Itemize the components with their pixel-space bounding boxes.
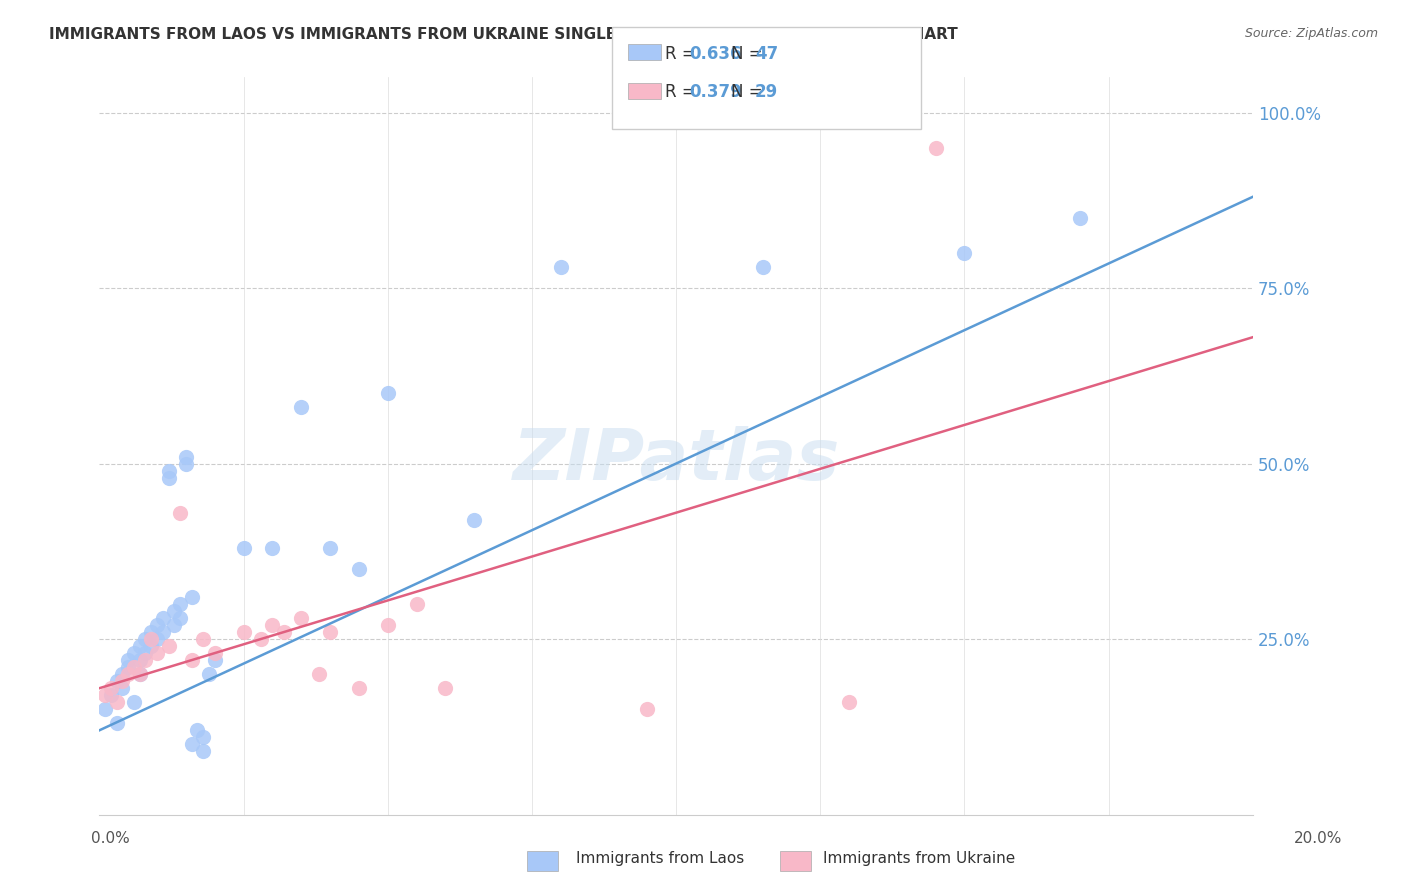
Point <box>146 618 169 632</box>
Point <box>117 653 139 667</box>
Point <box>550 260 572 274</box>
Point <box>953 246 976 260</box>
Text: N =: N = <box>731 45 768 62</box>
Point <box>186 723 208 738</box>
Text: 0.0%: 0.0% <box>91 831 131 846</box>
Point <box>169 597 191 611</box>
Point <box>152 625 174 640</box>
Text: Immigrants from Ukraine: Immigrants from Ukraine <box>823 851 1015 865</box>
Point <box>141 639 163 653</box>
Point <box>290 611 312 625</box>
Point <box>193 632 215 646</box>
Point <box>128 653 150 667</box>
Point <box>111 674 134 689</box>
Point <box>122 695 145 709</box>
Point <box>180 590 202 604</box>
Point <box>174 450 197 464</box>
Text: Immigrants from Laos: Immigrants from Laos <box>576 851 745 865</box>
Point <box>319 625 342 640</box>
Point <box>169 611 191 625</box>
Point <box>105 674 128 689</box>
Point <box>163 618 186 632</box>
Point <box>146 646 169 660</box>
Point <box>134 653 156 667</box>
Text: 47: 47 <box>755 45 779 62</box>
Point <box>308 667 330 681</box>
Point <box>838 695 860 709</box>
Point <box>193 731 215 745</box>
Point <box>347 562 370 576</box>
Point <box>141 625 163 640</box>
Point <box>105 716 128 731</box>
Point <box>128 667 150 681</box>
Point <box>193 744 215 758</box>
Point <box>198 667 221 681</box>
Point <box>180 737 202 751</box>
Point <box>463 513 485 527</box>
Point <box>122 660 145 674</box>
Point <box>117 660 139 674</box>
Point <box>157 464 180 478</box>
Point <box>111 667 134 681</box>
Point <box>169 506 191 520</box>
Point <box>924 141 946 155</box>
Point <box>163 604 186 618</box>
Point <box>134 632 156 646</box>
Point <box>751 260 773 274</box>
Text: N =: N = <box>731 83 768 101</box>
Point <box>319 541 342 555</box>
Text: Source: ZipAtlas.com: Source: ZipAtlas.com <box>1244 27 1378 40</box>
Point <box>262 618 284 632</box>
Point <box>273 625 295 640</box>
Text: IMMIGRANTS FROM LAOS VS IMMIGRANTS FROM UKRAINE SINGLE FATHER POVERTY CORRELATIO: IMMIGRANTS FROM LAOS VS IMMIGRANTS FROM … <box>49 27 957 42</box>
Point <box>157 470 180 484</box>
Point <box>290 401 312 415</box>
Point <box>141 632 163 646</box>
Point <box>377 386 399 401</box>
Point <box>122 646 145 660</box>
Point <box>377 618 399 632</box>
Text: 29: 29 <box>755 83 779 101</box>
Point <box>157 639 180 653</box>
Point <box>105 695 128 709</box>
Point <box>405 597 427 611</box>
Text: R =: R = <box>665 45 702 62</box>
Text: 20.0%: 20.0% <box>1295 831 1343 846</box>
Point <box>262 541 284 555</box>
Point <box>94 688 117 702</box>
Point <box>128 667 150 681</box>
Point <box>100 681 122 696</box>
Text: 0.379: 0.379 <box>689 83 742 101</box>
Point <box>128 639 150 653</box>
Point <box>250 632 273 646</box>
Point <box>117 667 139 681</box>
Point <box>94 702 117 716</box>
Point <box>347 681 370 696</box>
Text: ZIPatlas: ZIPatlas <box>512 426 839 495</box>
Point <box>232 541 254 555</box>
Point <box>180 653 202 667</box>
Point <box>146 632 169 646</box>
Point <box>204 653 226 667</box>
Text: R =: R = <box>665 83 702 101</box>
Point <box>434 681 457 696</box>
Text: 0.636: 0.636 <box>689 45 741 62</box>
Point <box>174 457 197 471</box>
Point <box>100 688 122 702</box>
Point <box>152 611 174 625</box>
Point <box>111 681 134 696</box>
Point <box>1069 211 1091 225</box>
Point <box>232 625 254 640</box>
Point <box>636 702 658 716</box>
Point <box>204 646 226 660</box>
Point <box>134 646 156 660</box>
